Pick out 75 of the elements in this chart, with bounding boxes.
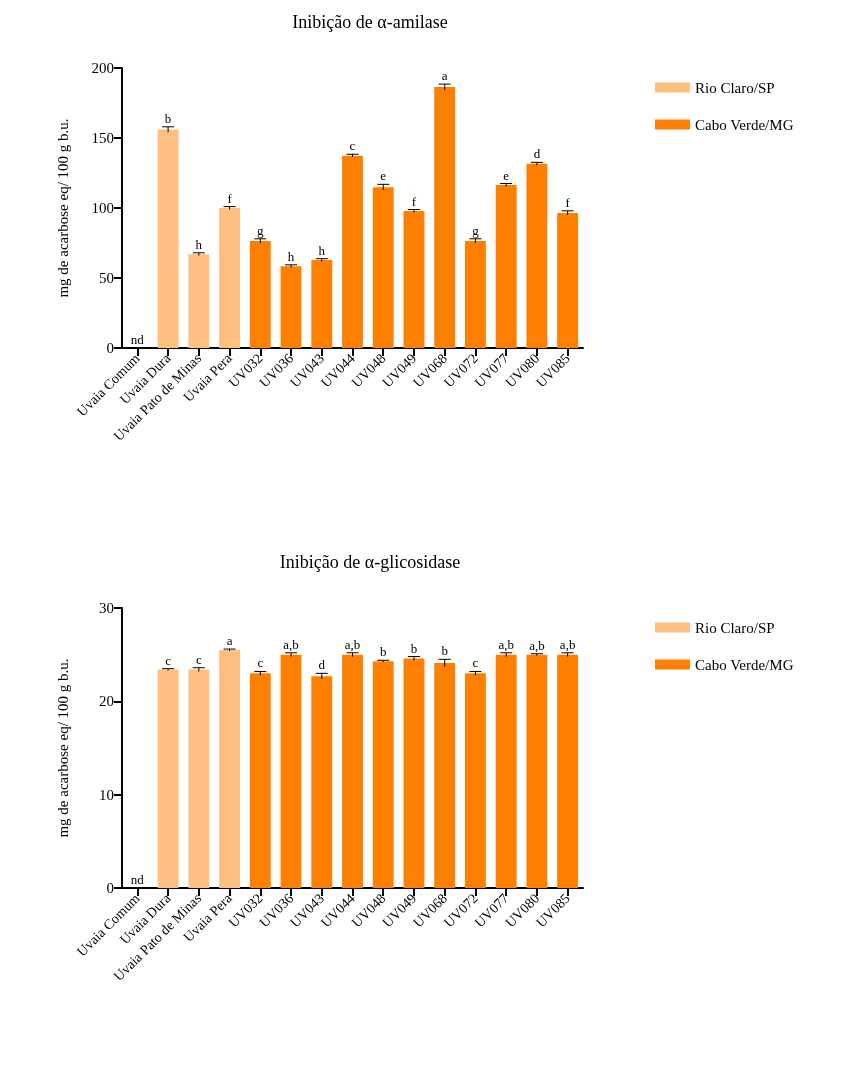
y-tick-label: 30 xyxy=(99,600,114,616)
annotation: a,b xyxy=(344,636,361,652)
annotation: b xyxy=(379,644,387,660)
bar xyxy=(280,654,302,888)
annotation: a,b xyxy=(283,636,299,652)
annotation: f xyxy=(565,194,571,210)
bar xyxy=(403,658,425,888)
bar xyxy=(188,669,210,888)
annotation: h xyxy=(318,242,326,258)
legend-label: Rio Claro/SP xyxy=(695,619,775,636)
bar xyxy=(157,129,179,348)
annotation: h xyxy=(287,248,295,264)
annotation: c xyxy=(257,655,264,671)
chart-title: Inibição de α-amilase xyxy=(292,12,448,32)
y-tick-label: 0 xyxy=(106,880,114,896)
y-tick-label: 0 xyxy=(106,340,114,356)
annotation: b xyxy=(410,640,418,656)
annotation: f xyxy=(411,193,417,209)
bar xyxy=(464,240,486,348)
bar xyxy=(526,654,548,888)
bar xyxy=(372,661,394,888)
bar xyxy=(157,669,179,888)
annotation: nd xyxy=(130,872,145,887)
bar xyxy=(342,654,363,888)
annotation: g xyxy=(472,222,480,238)
y-axis-title: mg de acarbose eq/ 100 g b.u. xyxy=(54,658,71,838)
bar xyxy=(219,208,241,348)
bar xyxy=(311,260,333,348)
annotation: a,b xyxy=(529,637,545,653)
bar xyxy=(434,663,456,888)
legend-label: Cabo Verde/MG xyxy=(695,656,794,673)
bar xyxy=(372,187,394,348)
y-tick-label: 150 xyxy=(91,130,114,146)
bar xyxy=(403,210,425,348)
y-tick-label: 200 xyxy=(91,60,114,76)
bar xyxy=(495,184,517,348)
bar xyxy=(249,673,271,888)
legend-label: Rio Claro/SP xyxy=(695,79,775,96)
bar xyxy=(557,654,579,888)
bar xyxy=(188,254,210,348)
bar xyxy=(434,86,456,348)
y-tick-label: 20 xyxy=(99,693,114,710)
bar xyxy=(495,654,517,888)
annotation: a,b xyxy=(559,636,576,652)
bar xyxy=(280,266,302,348)
annotation: c xyxy=(195,651,202,667)
bar xyxy=(219,650,241,888)
annotation: d xyxy=(533,146,541,162)
bar xyxy=(557,212,579,348)
annotation: b xyxy=(441,643,448,659)
bar xyxy=(526,163,548,348)
annotation: d xyxy=(318,657,326,673)
y-tick-label: 10 xyxy=(99,786,114,803)
annotation: a xyxy=(226,633,233,649)
annotation: e xyxy=(380,168,387,184)
annotation: c xyxy=(165,652,172,668)
annotation: a,b xyxy=(498,636,514,652)
bar xyxy=(249,240,271,348)
annotation: h xyxy=(195,236,203,252)
y-tick-label: 100 xyxy=(91,200,114,216)
annotation: c xyxy=(472,655,479,671)
bar xyxy=(342,155,363,348)
legend-label: Cabo Verde/MG xyxy=(695,116,794,133)
annotation: b xyxy=(164,110,172,126)
annotation: e xyxy=(503,167,510,183)
annotation: f xyxy=(227,190,233,206)
bar xyxy=(464,673,486,888)
annotation: nd xyxy=(130,332,145,347)
y-tick-label: 50 xyxy=(99,270,114,286)
annotation: a xyxy=(441,68,448,84)
annotation: g xyxy=(257,222,265,238)
chart-title: Inibição de α-glicosidase xyxy=(279,552,461,572)
y-axis-title: mg de acarbose eq/ 100 g b.u. xyxy=(54,118,71,298)
annotation: c xyxy=(349,138,356,154)
bar xyxy=(311,676,333,888)
